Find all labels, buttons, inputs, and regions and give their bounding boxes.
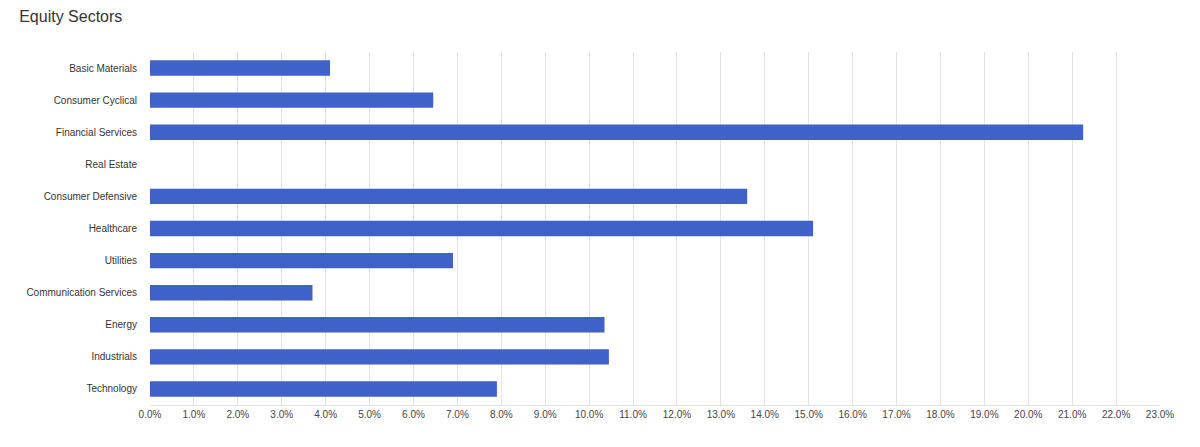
svg-text:19.0%: 19.0% xyxy=(970,409,998,420)
svg-text:Technology: Technology xyxy=(86,383,137,394)
svg-text:10.0%: 10.0% xyxy=(575,409,603,420)
svg-text:Real Estate: Real Estate xyxy=(85,159,137,170)
svg-text:7.0%: 7.0% xyxy=(446,409,469,420)
svg-text:Basic Materials: Basic Materials xyxy=(69,63,137,74)
svg-text:Utilities: Utilities xyxy=(105,255,137,266)
svg-text:23.0%: 23.0% xyxy=(1146,409,1174,420)
svg-text:1.0%: 1.0% xyxy=(183,409,206,420)
svg-text:Consumer Cyclical: Consumer Cyclical xyxy=(54,95,137,106)
svg-text:13.0%: 13.0% xyxy=(707,409,735,420)
svg-text:8.0%: 8.0% xyxy=(490,409,513,420)
svg-text:16.0%: 16.0% xyxy=(838,409,866,420)
svg-text:22.0%: 22.0% xyxy=(1102,409,1130,420)
svg-text:18.0%: 18.0% xyxy=(926,409,954,420)
svg-text:3.0%: 3.0% xyxy=(270,409,293,420)
svg-text:11.0%: 11.0% xyxy=(619,409,647,420)
svg-text:15.0%: 15.0% xyxy=(795,409,823,420)
svg-text:Energy: Energy xyxy=(105,319,137,330)
svg-text:17.0%: 17.0% xyxy=(882,409,910,420)
svg-text:Communication Services: Communication Services xyxy=(26,287,137,298)
svg-text:14.0%: 14.0% xyxy=(751,409,779,420)
svg-text:Financial Services: Financial Services xyxy=(56,127,137,138)
svg-text:20.0%: 20.0% xyxy=(1014,409,1042,420)
svg-text:Industrials: Industrials xyxy=(91,351,137,362)
svg-text:Equity Sectors: Equity Sectors xyxy=(19,8,122,25)
svg-text:6.0%: 6.0% xyxy=(402,409,425,420)
svg-text:5.0%: 5.0% xyxy=(358,409,381,420)
svg-text:Healthcare: Healthcare xyxy=(89,223,138,234)
svg-text:12.0%: 12.0% xyxy=(663,409,691,420)
svg-text:9.0%: 9.0% xyxy=(534,409,557,420)
svg-text:Consumer Defensive: Consumer Defensive xyxy=(44,191,138,202)
svg-text:0.0%: 0.0% xyxy=(139,409,162,420)
svg-text:21.0%: 21.0% xyxy=(1058,409,1086,420)
svg-text:4.0%: 4.0% xyxy=(314,409,337,420)
svg-text:2.0%: 2.0% xyxy=(226,409,249,420)
